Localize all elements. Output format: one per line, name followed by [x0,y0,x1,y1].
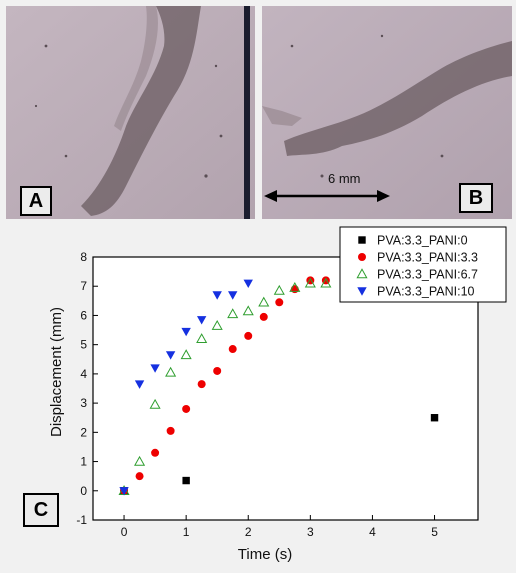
y-tick-label: 4 [80,367,87,381]
data-point [243,279,253,288]
legend-entry: PVA:3.3_PANI:10 [377,285,475,299]
legend-entry: PVA:3.3_PANI:6.7 [377,268,478,282]
legend-box [339,226,507,303]
y-tick-label: 0 [80,484,87,498]
specimen-photo-a [6,6,255,219]
data-point [180,349,192,360]
y-tick-label: 7 [80,279,87,293]
data-point [181,327,191,337]
data-point [212,291,222,300]
data-point [134,380,145,389]
data-point [150,364,160,373]
axis-ticks: 0 1 2 3 4 5 -1 0 1 2 3 4 5 6 7 8 [76,250,438,539]
data-point [134,455,146,466]
series-3 [119,279,253,496]
x-tick-label: 5 [431,525,438,539]
scale-bar-label: 6 mm [328,171,361,186]
data-point [196,333,208,344]
y-axis-title: Displacement (mm) [48,307,65,437]
y-tick-label: 6 [80,308,87,322]
legend-entry: PVA:3.3_PANI:0 [377,234,468,248]
data-point [430,414,439,422]
data-point [135,472,144,481]
x-tick-label: 0 [121,525,128,539]
legend-marker [357,287,367,296]
y-tick-label: 8 [80,250,87,264]
specimen-photo-a-image [6,6,255,219]
x-tick-label: 1 [183,525,190,539]
data-point [165,366,177,377]
data-point [242,305,254,316]
data-point [166,426,175,435]
x-axis-title: Time (s) [238,546,292,563]
y-tick-label: -1 [76,513,87,527]
x-tick-label: 2 [245,525,252,539]
y-tick-label: 1 [80,455,87,469]
data-point [275,298,284,307]
y-tick-label: 2 [80,425,87,439]
legend-marker [358,253,366,261]
panel-label-b: B [459,183,493,213]
data-point [211,319,223,330]
data-point [182,404,191,413]
data-point [289,281,301,292]
data-point [228,345,237,354]
x-tick-label: 3 [307,525,314,539]
data-point [244,331,253,340]
data-point [165,351,176,360]
data-point [151,448,160,457]
data-point [259,312,268,321]
data-point [273,284,285,295]
legend: PVA:3.3_PANI:0 PVA:3.3_PANI:3.3 PVA:3.3_PA… [339,226,507,303]
data-point [119,487,129,496]
series-2 [118,277,332,495]
data-point [290,285,299,294]
data-points [118,276,439,496]
data-point [227,308,239,319]
scale-bar [264,190,390,202]
data-point [258,296,270,307]
data-point [228,291,238,300]
legend-marker [356,268,368,279]
data-point [149,398,161,409]
panel-label-a: A [20,186,52,216]
data-point [196,316,207,325]
data-point [320,277,332,288]
data-point [213,366,222,375]
panel-label-c: C [23,493,59,527]
data-point [182,476,190,485]
x-tick-label: 4 [369,525,376,539]
data-point [304,277,316,288]
y-tick-label: 5 [80,338,87,352]
legend-entry: PVA:3.3_PANI:3.3 [377,251,478,265]
legend-marker [358,236,366,244]
data-point [197,380,206,389]
y-tick-label: 3 [80,396,87,410]
